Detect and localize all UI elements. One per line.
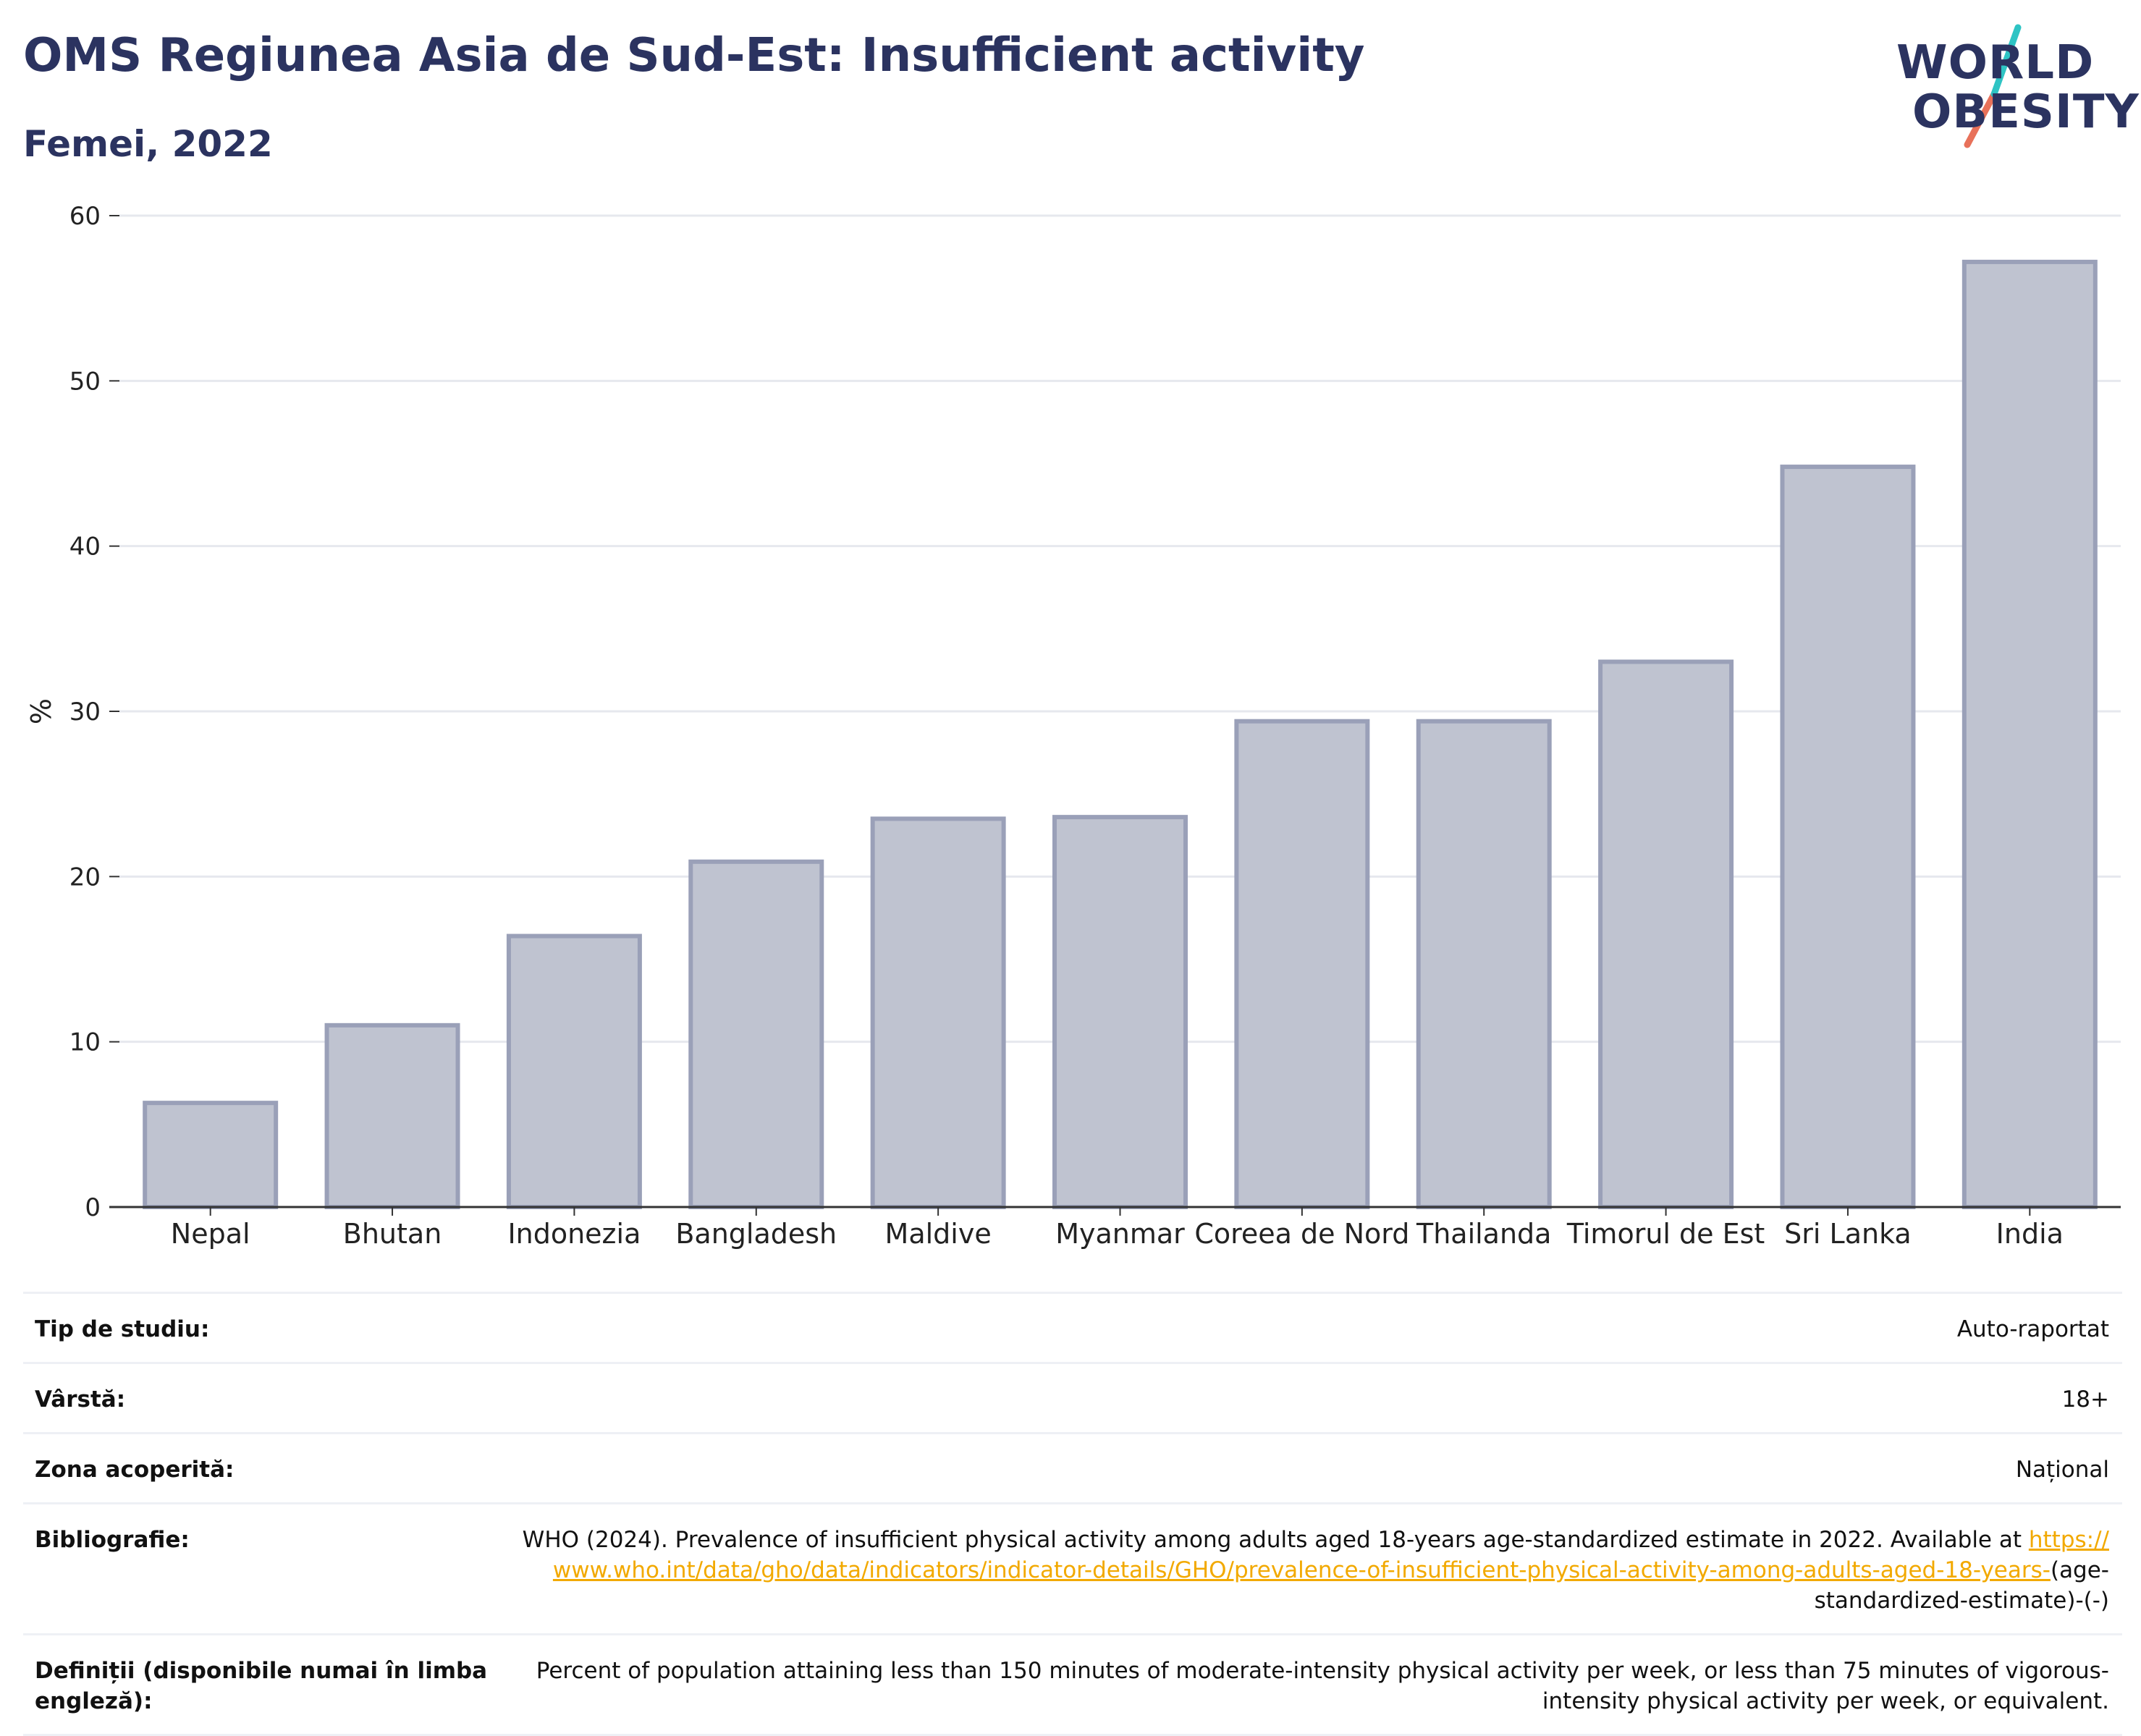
x-tick-label: Bhutan [343, 1218, 442, 1250]
y-tick-label: 10 [69, 1028, 101, 1057]
x-tick-label: Bangladesh [675, 1218, 837, 1250]
logo-word-world: WORLD [1896, 36, 2095, 90]
bibliography-text: WHO (2024). Prevalence of insufficient p… [522, 1527, 2022, 1553]
metadata-table: Tip de studiu: Auto-raportat Vârstă: 18+… [23, 1292, 2122, 1736]
meta-key-definitions: Definiții (disponibile numai în limba en… [35, 1658, 488, 1714]
bar [1598, 659, 1734, 1209]
chart-title: OMS Regiunea Asia de Sud-Est: Insufficie… [23, 29, 1365, 82]
bar [688, 859, 824, 1209]
meta-row-study-type: Tip de studiu: Auto-raportat [23, 1292, 2122, 1362]
meta-value-study-type: Auto-raportat [1956, 1316, 2109, 1342]
meta-row-coverage: Zona acoperită: Național [23, 1432, 2122, 1502]
bar [506, 933, 642, 1209]
meta-key-bibliography: Bibliografie: [35, 1527, 190, 1553]
bar [143, 1101, 279, 1210]
x-tick-label: Timorul de Est [1566, 1218, 1765, 1250]
x-tick-label: Sri Lanka [1784, 1218, 1912, 1250]
logo-slash-icon [1964, 24, 2022, 148]
meta-row-age: Vârstă: 18+ [23, 1362, 2122, 1432]
y-axis-label: % [25, 698, 57, 724]
x-tick-label: Coreea de Nord [1194, 1218, 1409, 1250]
meta-row-bibliography: Bibliografie: WHO (2024). Prevalence of … [23, 1502, 2122, 1633]
logo-word-obesity: OBESITY [1912, 85, 2140, 139]
world-obesity-logo: WORLD OBESITY [1882, 22, 2139, 152]
meta-key-coverage: Zona acoperită: [35, 1457, 235, 1483]
y-tick-label: 40 [69, 533, 101, 562]
meta-value-coverage: Național [2015, 1457, 2109, 1483]
bar [1961, 259, 2098, 1209]
x-tick-label: Myanmar [1055, 1218, 1185, 1250]
y-tick-label: 50 [69, 367, 101, 396]
x-tick-label: Indonezia [507, 1218, 641, 1250]
meta-key-age: Vârstă: [35, 1386, 126, 1413]
bar-chart: 0 10 20 30 40 50 60% Nepal Bhutan Indonezia Bangla… [25, 202, 2121, 1250]
chart-subtitle: Femei, 2022 [23, 123, 273, 165]
bibliography-suffix: (age-standardized-estimate)-(-) [1814, 1557, 2109, 1614]
x-tick-label: Nepal [171, 1218, 250, 1250]
meta-key-study-type: Tip de studiu: [35, 1316, 210, 1342]
x-tick-label: Thailanda [1416, 1218, 1551, 1250]
y-tick-label: 20 [69, 863, 101, 892]
x-tick-label: India [1996, 1218, 2064, 1250]
meta-value-age: 18+ [2061, 1386, 2109, 1413]
meta-value-definitions: Percent of population attaining less tha… [536, 1658, 2109, 1714]
bar [1052, 815, 1188, 1209]
bar [1416, 719, 1552, 1209]
bar [324, 1022, 460, 1210]
x-tick-label: Maldive [885, 1218, 992, 1250]
y-tick-label: 60 [69, 202, 101, 231]
bar [1780, 465, 1916, 1210]
bar [1234, 719, 1370, 1209]
meta-value-bibliography: WHO (2024). Prevalence of insufficient p… [517, 1525, 2109, 1616]
bibliography-link[interactable]: https://www.who.int/data/gho/data/indica… [552, 1527, 2109, 1583]
y-tick-label: 0 [85, 1193, 101, 1222]
bar [870, 816, 1006, 1209]
y-tick-label: 30 [69, 698, 101, 727]
meta-row-definitions: Definiții (disponibile numai în limba en… [23, 1633, 2122, 1736]
